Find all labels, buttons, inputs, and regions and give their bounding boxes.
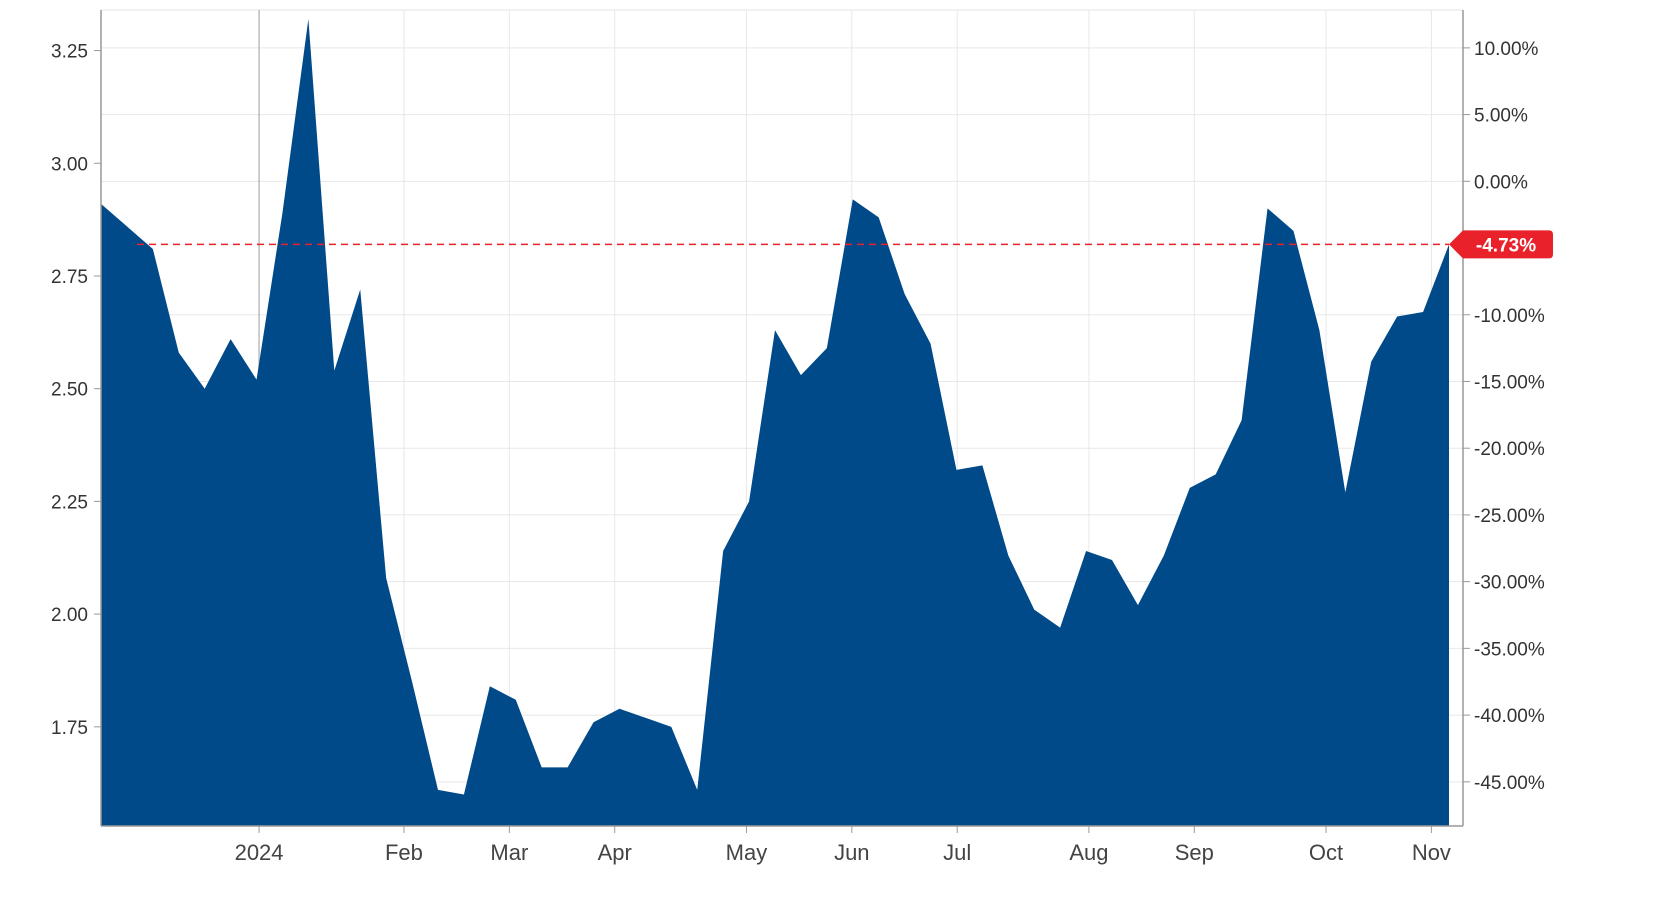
right-tick-label: -10.00% (1474, 306, 1545, 327)
right-tick-label: -35.00% (1474, 639, 1545, 660)
reference-badge-shape (1449, 230, 1553, 259)
series-area (101, 19, 1449, 826)
axes (100, 10, 1464, 827)
left-tick-label: 2.50 (51, 380, 88, 401)
right-tick-label: 5.00% (1474, 106, 1528, 127)
left-tick-label: 1.75 (51, 718, 88, 739)
right-tick-label: -40.00% (1474, 706, 1545, 727)
right-tick-label: -15.00% (1474, 372, 1545, 393)
x-axis-ticks: 2024 Feb Mar Apr May Jun Jul Aug Sep Oct Nov (235, 826, 1451, 865)
left-tick-label: 3.25 (51, 42, 88, 63)
x-tick-label: Aug (1069, 840, 1108, 865)
reference-badge-label: -4.73% (1476, 235, 1536, 256)
right-tick-label: -30.00% (1474, 573, 1545, 594)
right-axis-ticks: 10.00% 5.00% 0.00% -10.00% -15.00% -20.00% -25… (1463, 39, 1545, 794)
left-axis-ticks: 1.75 2.00 2.25 2.50 2.75 3.00 3.25 (51, 42, 101, 739)
x-tick-label: Mar (490, 840, 528, 865)
x-tick-label: Feb (385, 840, 423, 865)
x-tick-label: Nov (1412, 840, 1451, 865)
x-tick-label: Oct (1309, 840, 1343, 865)
x-tick-label: Apr (598, 840, 632, 865)
x-tick-label: Sep (1175, 840, 1214, 865)
x-tick-label: May (726, 840, 768, 865)
x-tick-label: Jul (943, 840, 971, 865)
right-tick-label: -20.00% (1474, 439, 1545, 460)
right-tick-label: 0.00% (1474, 172, 1528, 193)
left-tick-label: 2.00 (51, 605, 88, 626)
left-tick-label: 3.00 (51, 154, 88, 175)
reference-badge: -4.73% (1449, 230, 1553, 259)
left-tick-label: 2.25 (51, 492, 88, 513)
x-tick-label: 2024 (235, 840, 284, 865)
right-tick-label: -45.00% (1474, 773, 1545, 794)
right-tick-label: 10.00% (1474, 39, 1539, 60)
right-tick-label: -25.00% (1474, 506, 1545, 527)
left-tick-label: 2.75 (51, 267, 88, 288)
x-tick-label: Jun (834, 840, 869, 865)
